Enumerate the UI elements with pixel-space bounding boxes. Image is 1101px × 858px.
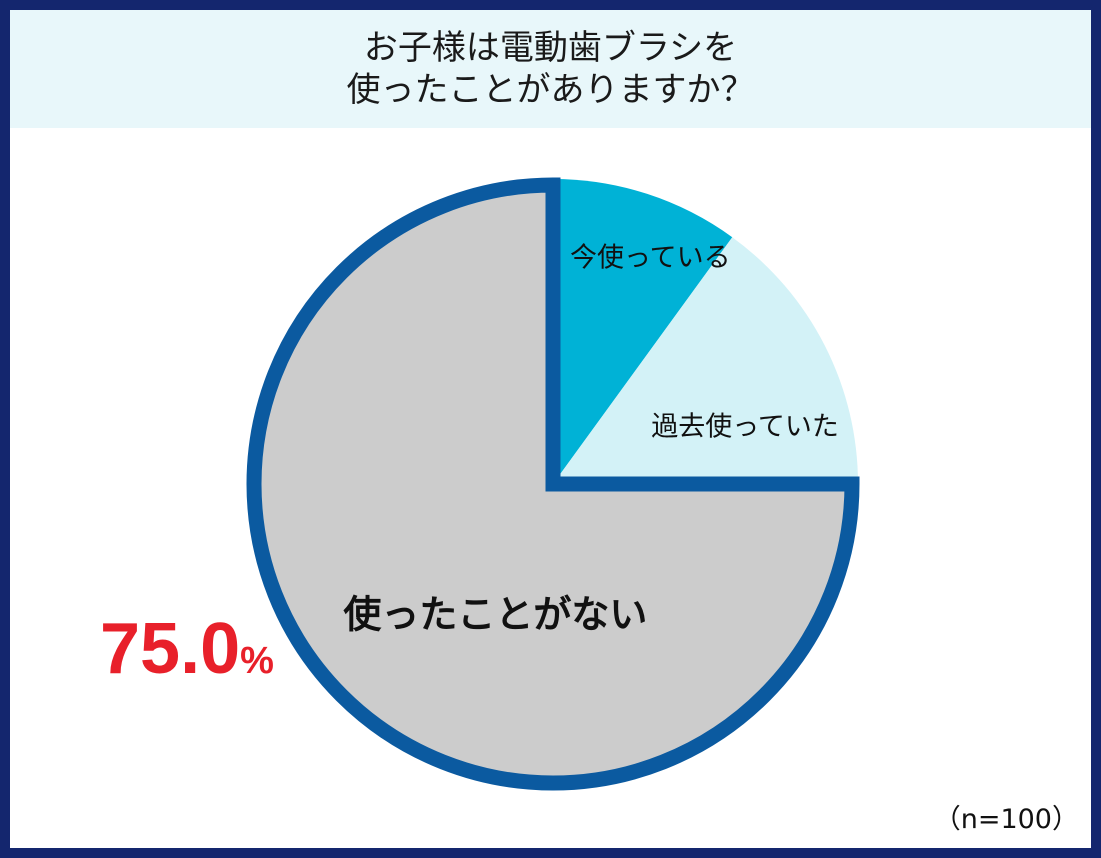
pie-slice-current: [553, 179, 733, 484]
sample-size-label: （n=100）: [933, 804, 1079, 835]
slice-label-never: 使ったことがない: [343, 593, 647, 637]
percent-label-never: 75.0%: [100, 609, 274, 689]
slice-label-current: 今使っている: [570, 243, 731, 274]
chart-title-line-1: お子様は電動歯ブラシを: [363, 28, 738, 68]
pie-slice-never: [246, 177, 860, 791]
title-band: お子様は電動歯ブラシを 使ったことがありますか？: [10, 10, 1091, 128]
slice-label-past: 過去使っていた: [651, 412, 839, 443]
percent-value: 75.0: [100, 609, 240, 689]
pie-slice-past: [553, 237, 858, 484]
percent-unit: %: [240, 640, 274, 682]
chart-title-line-2: 使ったことがありますか？: [346, 70, 755, 110]
